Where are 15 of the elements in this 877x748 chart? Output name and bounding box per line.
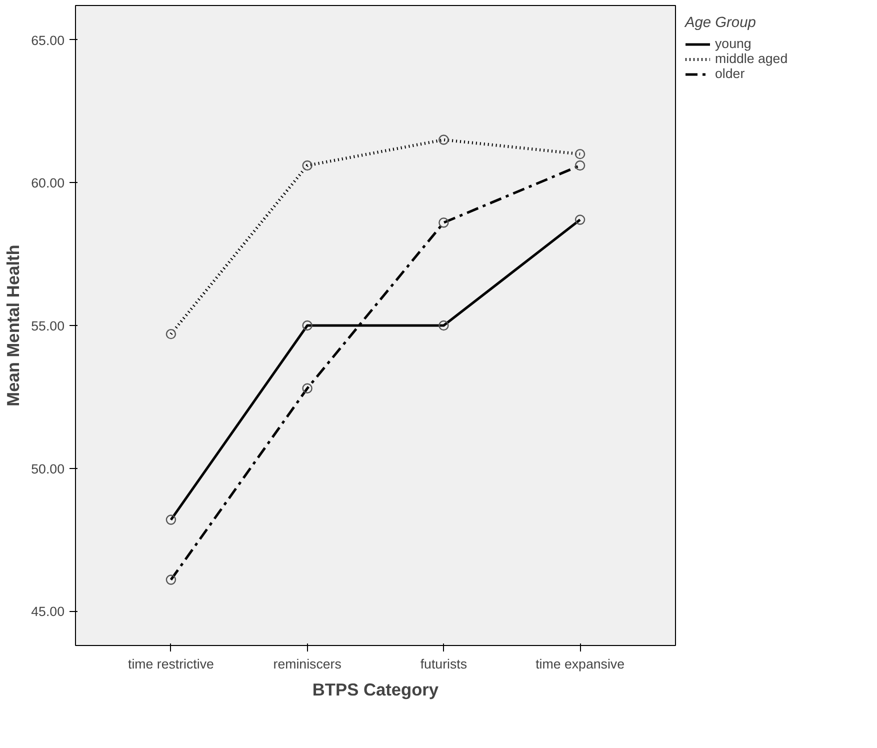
y-tick-label: 65.00 (31, 32, 65, 48)
legend-title: Age Group (685, 15, 757, 31)
x-axis-title: BTPS Category (312, 680, 439, 700)
legend-label: middle aged (715, 51, 788, 66)
y-tick-label: 50.00 (31, 461, 65, 476)
x-tick-label: futurists (420, 656, 468, 672)
y-axis-title: Mean Mental Health (3, 244, 24, 406)
x-tick-label: reminiscers (273, 656, 342, 672)
legend-label: older (715, 66, 745, 81)
y-tick-label: 55.00 (31, 318, 65, 334)
y-tick-label: 45.00 (31, 604, 65, 620)
x-tick-label: time restrictive (128, 656, 214, 672)
y-tick-label: 60.00 (31, 176, 65, 191)
legend-label: young (715, 36, 752, 51)
x-tick-label: time expansive (536, 656, 625, 672)
